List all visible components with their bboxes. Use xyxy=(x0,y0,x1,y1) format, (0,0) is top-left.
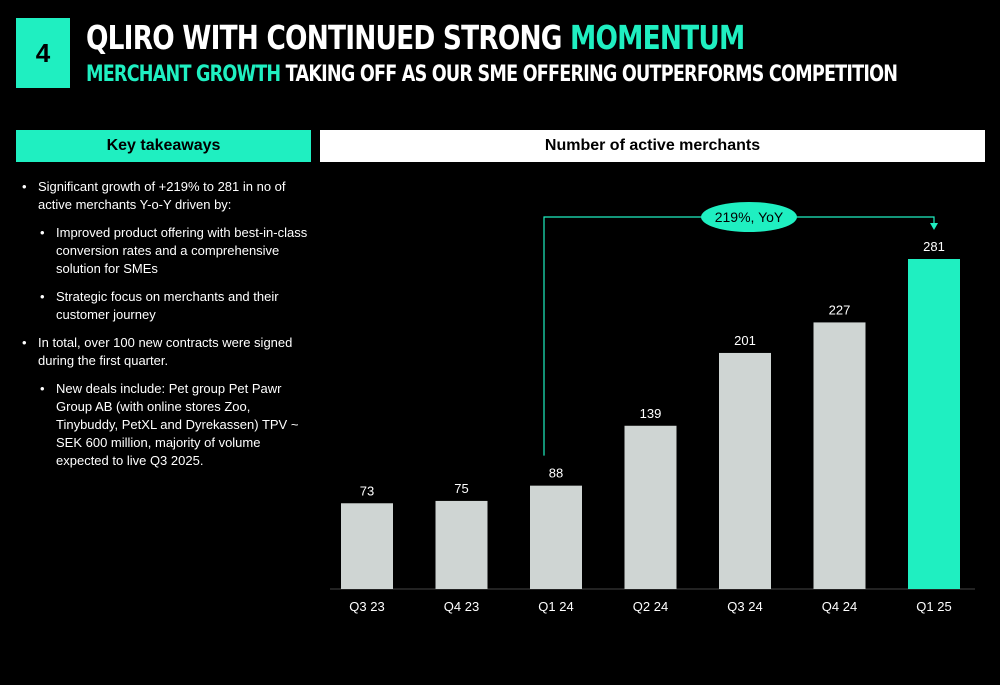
slide-number-badge: 4 xyxy=(16,18,70,88)
x-tick-label: Q2 24 xyxy=(633,599,668,614)
data-label: 227 xyxy=(829,302,851,317)
title-accent: MOMENTUM xyxy=(570,18,745,57)
x-tick-label: Q4 24 xyxy=(822,599,857,614)
subtitle-accent: MERCHANT GROWTH xyxy=(86,62,281,87)
takeaway-text: Significant growth of +219% to 281 in no… xyxy=(38,179,286,212)
bar-q1-25 xyxy=(908,259,960,589)
bar-q3-23 xyxy=(341,503,393,589)
takeaway-text: New deals include: Pet group Pet Pawr Gr… xyxy=(56,381,299,468)
key-takeaways-header: Key takeaways xyxy=(16,130,311,162)
page-subtitle: MERCHANT GROWTH TAKING OFF AS OUR SME OF… xyxy=(86,62,898,87)
x-tick-label: Q3 24 xyxy=(727,599,762,614)
bar-q2-24 xyxy=(624,425,677,589)
yoy-annotation-label: 219%, YoY xyxy=(715,209,784,225)
bullet-dot: • xyxy=(40,381,45,396)
data-label: 281 xyxy=(923,239,945,254)
bar-q4-23 xyxy=(435,500,488,589)
takeaway-item: • In total, over 100 new contracts were s… xyxy=(22,334,312,370)
data-label: 88 xyxy=(549,466,563,481)
takeaway-text: Strategic focus on merchants and their c… xyxy=(56,289,279,322)
bar-q3-24 xyxy=(719,352,771,589)
x-tick-label: Q3 23 xyxy=(349,599,384,614)
takeaways-list: • Significant growth of +219% to 281 in n… xyxy=(22,178,312,480)
bar-q1-24 xyxy=(530,485,582,589)
x-tick-label: Q4 23 xyxy=(444,599,479,614)
yoy-badge xyxy=(701,202,797,232)
subtitle-text: TAKING OFF AS OUR SME OFFERING OUTPERFOR… xyxy=(280,62,898,87)
chart-title: Number of active merchants xyxy=(320,130,985,162)
data-label: 139 xyxy=(640,406,662,421)
yoy-arrowhead xyxy=(930,223,938,230)
takeaway-subitem: • Improved product offering with best-in-… xyxy=(40,224,312,278)
data-label: 201 xyxy=(734,333,756,348)
data-label: 73 xyxy=(360,483,374,498)
takeaway-item: • Significant growth of +219% to 281 in n… xyxy=(22,178,312,214)
active-merchants-chart: 73 Q3 23 75 Q4 23 88 Q1 24 139 Q2 24 201 Q3 24 227… xyxy=(330,202,975,614)
bullet-dot: • xyxy=(40,289,45,304)
bar-q4-24 xyxy=(813,322,866,589)
title-text: QLIRO WITH CONTINUED STRONG xyxy=(86,18,571,57)
bullet-dot: • xyxy=(40,225,45,240)
takeaway-subitem: • New deals include: Pet group Pet Pawr G… xyxy=(40,380,312,470)
takeaway-text: Improved product offering with best-in-c… xyxy=(56,225,308,276)
page-title: QLIRO WITH CONTINUED STRONG MOMENTUM xyxy=(86,18,745,57)
x-tick-label: Q1 24 xyxy=(538,599,573,614)
bullet-dot: • xyxy=(22,179,27,194)
bullet-dot: • xyxy=(22,335,27,350)
takeaway-subitem: • Strategic focus on merchants and their … xyxy=(40,288,312,324)
x-tick-label: Q1 25 xyxy=(916,599,951,614)
takeaway-text: In total, over 100 new contracts were si… xyxy=(38,335,293,368)
data-label: 75 xyxy=(454,481,468,496)
